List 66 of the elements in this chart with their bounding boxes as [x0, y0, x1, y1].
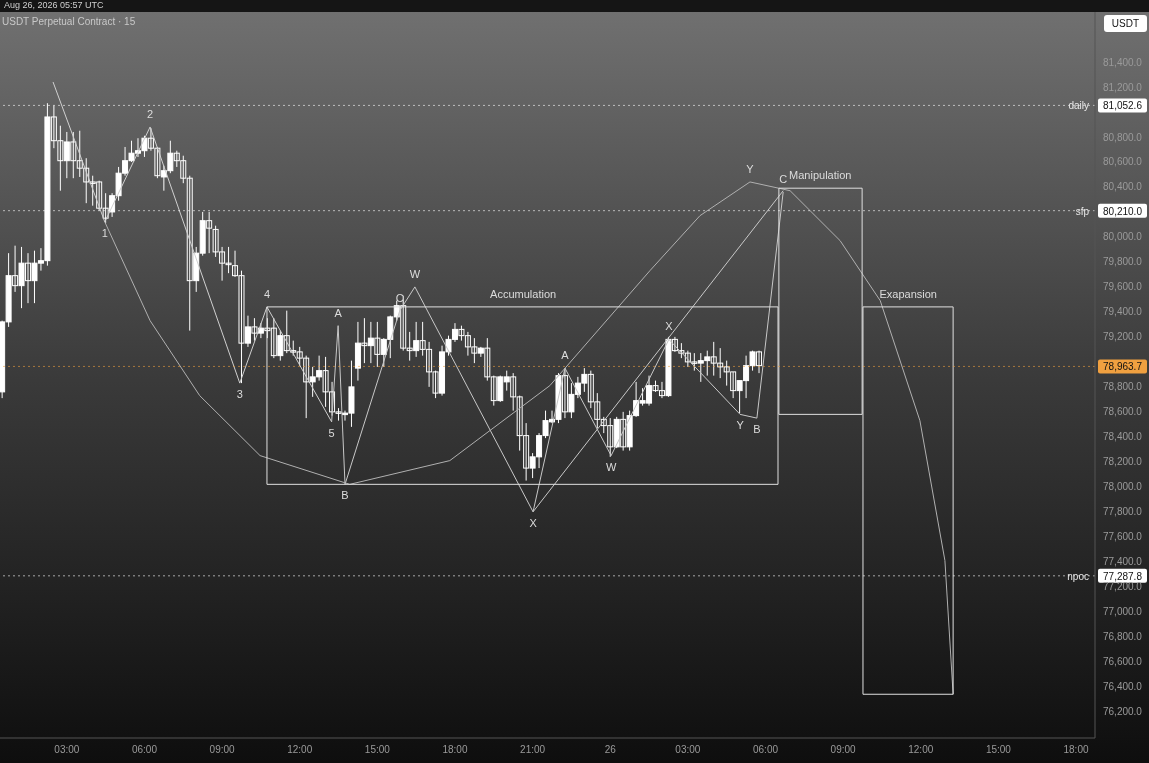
x-tick-label: 12:00 — [287, 744, 313, 756]
x-tick-label: 18:00 — [442, 744, 468, 756]
chart-subtitle: Aug 26, 2026 05:57 UTC — [0, 0, 1149, 12]
y-tick-label: 78,400.0 — [1103, 431, 1143, 443]
ref-line-label: npoc — [1067, 570, 1089, 582]
x-tick-label: 03:00 — [675, 744, 701, 756]
ref-line-label: sfp — [1075, 205, 1090, 217]
x-tick-label: 12:00 — [908, 744, 934, 756]
annotation: C — [395, 291, 404, 304]
annotation: Y — [736, 419, 745, 432]
annotation: 5 — [328, 426, 335, 439]
chart-title: USDT Perpetual Contract · 15 — [2, 16, 136, 27]
x-tick-label: 18:00 — [1063, 744, 1089, 756]
annotation: C — [779, 172, 788, 185]
y-tick-label: 77,400.0 — [1103, 556, 1143, 568]
y-tick-label: 79,800.0 — [1103, 256, 1143, 268]
x-tick-label: 03:00 — [54, 744, 80, 756]
y-tick-label: 77,000.0 — [1103, 606, 1143, 618]
y-tick-label: 79,200.0 — [1103, 331, 1143, 343]
annotation: Y — [746, 162, 755, 175]
x-tick-label: 15:00 — [985, 744, 1012, 756]
text: 81,052.6 — [1103, 100, 1143, 112]
annotation: 4 — [263, 287, 271, 300]
y-tick-label: 76,800.0 — [1103, 631, 1143, 643]
x-tick-label: 09:00 — [830, 744, 857, 756]
y-tick-label: 77,600.0 — [1103, 531, 1143, 543]
y-tick-label: 77,200.0 — [1103, 581, 1143, 593]
annotation: X — [529, 516, 538, 529]
y-tick-label: 78,000.0 — [1103, 481, 1143, 493]
annotation: A — [334, 306, 343, 319]
annotation: 2 — [147, 107, 154, 120]
annotation: 3 — [236, 388, 243, 401]
annotation: W — [409, 267, 421, 280]
annotation: Exapansion — [879, 287, 938, 300]
y-tick-label: 76,400.0 — [1103, 681, 1143, 693]
x-tick-label: 26 — [604, 744, 617, 756]
y-tick-label: 79,400.0 — [1103, 306, 1143, 318]
annotation: B — [341, 489, 349, 502]
x-tick-label: 06:00 — [752, 744, 779, 756]
annotation: X — [665, 320, 674, 333]
y-tick-label: 80,400.0 — [1103, 181, 1143, 193]
y-tick-label: 78,600.0 — [1103, 406, 1143, 418]
y-tick-label: 76,600.0 — [1103, 656, 1143, 668]
y-tick-label: 76,200.0 — [1103, 706, 1143, 718]
y-axis-title: USDT — [1103, 15, 1147, 32]
annotation: Manipulation — [789, 169, 852, 182]
y-tick-label: 79,600.0 — [1103, 281, 1143, 293]
ref-line-label: daily — [1068, 100, 1089, 112]
annotation: Accumulation — [490, 287, 557, 300]
text: 77,287.8 — [1103, 570, 1143, 582]
y-tick-label: 78,800.0 — [1103, 381, 1143, 393]
x-tick-label: 09:00 — [209, 744, 236, 756]
x-tick-label: 21:00 — [520, 744, 546, 756]
y-tick-label: 80,800.0 — [1103, 131, 1143, 143]
annotation: A — [561, 349, 570, 362]
y-tick-label: 80,600.0 — [1103, 156, 1143, 168]
x-tick-label: 15:00 — [364, 744, 391, 756]
x-tick-label: 06:00 — [131, 744, 158, 756]
annotation: B — [753, 423, 761, 436]
annotation: W — [605, 460, 617, 473]
y-tick-label: 78,200.0 — [1103, 456, 1143, 468]
y-tick-label: 77,800.0 — [1103, 506, 1143, 518]
annotation: 1 — [101, 226, 108, 239]
text: 80,210.0 — [1103, 205, 1143, 217]
text: 78,963.7 — [1103, 361, 1143, 373]
y-tick-label: 80,000.0 — [1103, 231, 1143, 243]
